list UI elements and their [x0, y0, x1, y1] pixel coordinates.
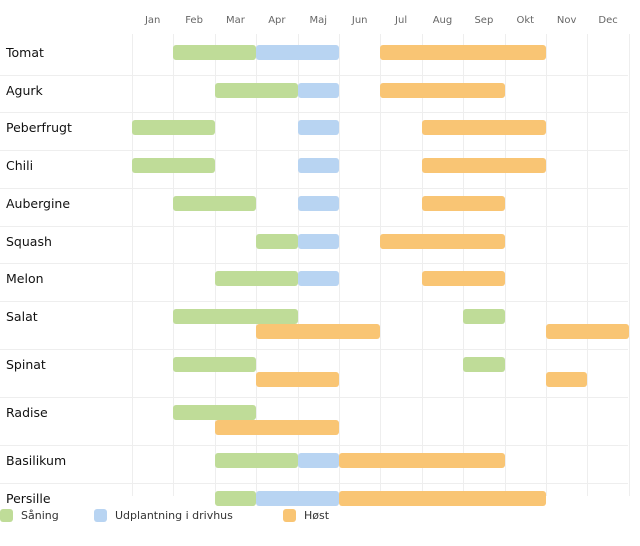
row-label: Radise: [6, 404, 48, 420]
legend-item-udplantning[interactable]: Udplantning i drivhus: [94, 509, 233, 522]
bar-saaning: [173, 356, 257, 372]
bar-hoest: [214, 419, 339, 435]
bar-udplantning: [297, 120, 339, 136]
bar-saaning: [173, 404, 257, 420]
month-gridline: [256, 34, 258, 496]
row-divider: [0, 112, 628, 114]
row-divider: [0, 396, 628, 398]
month-tick-label: Jan: [144, 15, 161, 26]
bar-saaning: [173, 195, 257, 211]
row-label: Aubergine: [6, 195, 71, 211]
row-label: Peberfrugt: [6, 120, 72, 136]
bar-udplantning: [297, 233, 339, 249]
month-tick-label: Dec: [598, 15, 618, 26]
bar-udplantning: [256, 490, 339, 506]
month-gridline: [297, 34, 299, 496]
row-divider: [0, 482, 628, 484]
legend-swatch: [94, 509, 107, 522]
legend-item-saaning[interactable]: Såning: [0, 509, 59, 522]
row-divider: [0, 300, 628, 302]
row-divider: [0, 348, 628, 350]
month-tick-label: Nov: [556, 15, 577, 26]
row-divider: [0, 150, 628, 152]
bar-udplantning: [297, 452, 339, 468]
month-gridline: [504, 34, 506, 496]
bar-hoest: [546, 371, 588, 387]
month-tick-label: Apr: [268, 15, 286, 26]
bar-hoest: [380, 233, 505, 249]
row-label: Chili: [6, 158, 34, 174]
row-label: Salat: [6, 308, 38, 324]
legend-item-hoest[interactable]: Høst: [283, 509, 329, 522]
bar-hoest: [421, 195, 505, 211]
month-tick-label: Sep: [474, 15, 494, 26]
bar-hoest: [339, 452, 505, 468]
bar-hoest: [256, 323, 381, 339]
row-divider: [0, 225, 628, 227]
month-tick-label: Okt: [516, 15, 535, 26]
legend-label: Såning: [21, 509, 59, 522]
month-gridline: [463, 34, 465, 496]
bar-saaning: [256, 233, 298, 249]
month-gridline: [421, 34, 423, 496]
row-label: Melon: [6, 271, 44, 287]
row-label: Tomat: [6, 45, 44, 60]
bar-udplantning: [297, 195, 339, 211]
bar-saaning: [132, 120, 215, 136]
bar-hoest: [546, 323, 629, 339]
legend-label: Udplantning i drivhus: [115, 509, 233, 522]
month-tick-label: Aug: [432, 15, 453, 26]
row-label: Agurk: [6, 82, 43, 98]
month-tick-label: Feb: [185, 15, 203, 26]
bar-udplantning: [297, 158, 339, 174]
row-label: Basilikum: [6, 452, 67, 468]
bar-saaning: [463, 356, 505, 372]
month-gridline: [587, 34, 589, 496]
bar-hoest: [380, 45, 546, 60]
legend-swatch: [0, 509, 13, 522]
bar-udplantning: [297, 271, 339, 287]
month-tick-label: Jul: [395, 15, 408, 26]
row-label: Persille: [6, 490, 51, 506]
row-divider: [0, 263, 628, 265]
bar-hoest: [339, 490, 546, 506]
bar-udplantning: [297, 82, 339, 98]
bar-saaning: [214, 490, 257, 506]
bar-udplantning: [256, 45, 339, 60]
bar-saaning: [214, 82, 298, 98]
legend-label: Høst: [304, 509, 330, 522]
bar-hoest: [421, 158, 546, 174]
legend-swatch: [283, 509, 296, 522]
month-gridline: [546, 34, 547, 496]
month-gridline: [380, 34, 382, 496]
month-tick-label: Jun: [351, 15, 368, 26]
bar-hoest: [421, 271, 505, 287]
bar-saaning: [214, 271, 298, 287]
month-tick-label: Maj: [309, 15, 328, 26]
row-divider: [0, 444, 628, 446]
month-gridline: [173, 34, 175, 496]
month-gridline: [339, 34, 340, 496]
month-gridline: [132, 34, 133, 496]
month-tick-label: Mar: [226, 15, 245, 26]
bar-saaning: [132, 158, 215, 174]
row-label: Squash: [6, 233, 52, 249]
bar-hoest: [256, 371, 339, 387]
bar-saaning: [173, 308, 298, 324]
row-divider: [0, 74, 628, 76]
bar-hoest: [380, 82, 505, 98]
row-label: Spinat: [6, 356, 46, 372]
bar-saaning: [463, 308, 505, 324]
bar-saaning: [214, 452, 298, 468]
month-gridline: [628, 34, 630, 496]
row-divider: [0, 187, 628, 189]
month-gridline: [214, 34, 216, 496]
bar-saaning: [173, 45, 257, 60]
bar-hoest: [421, 120, 546, 136]
